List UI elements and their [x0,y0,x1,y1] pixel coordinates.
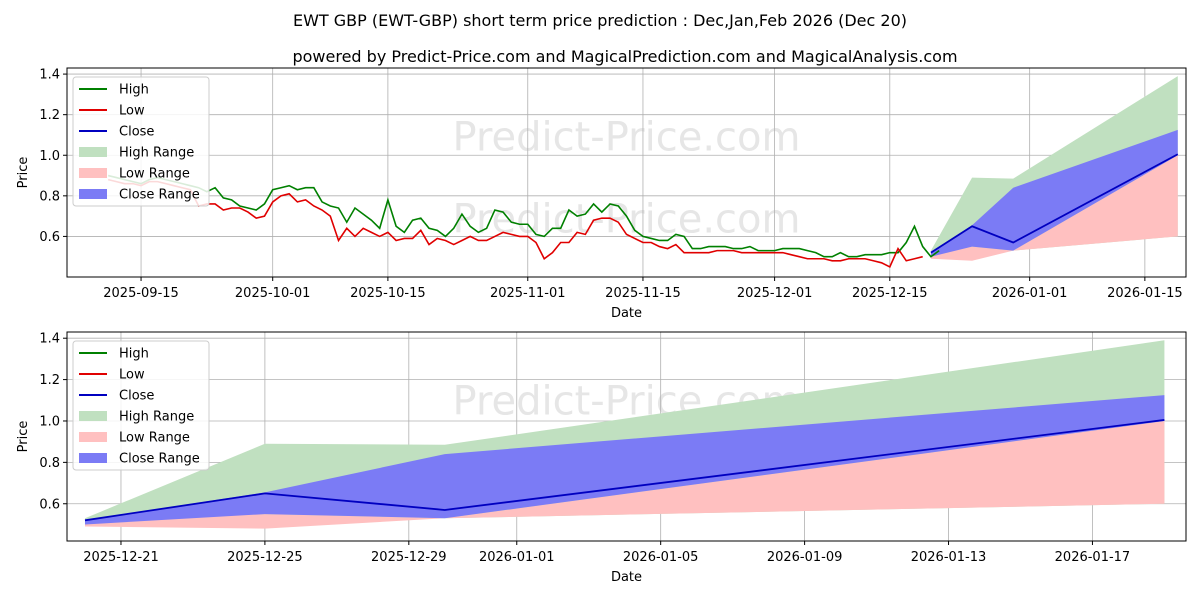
legend-label: Close [119,389,154,404]
low-line [107,178,923,268]
watermark-text: Predict-Price.com [453,197,801,243]
x-tick-label: 2026-01-05 [623,550,699,565]
legend-label: Close Range [119,452,200,467]
y-tick-label: 1.0 [39,149,60,164]
y-tick-label: 1.4 [39,332,60,347]
y-tick-label: 1.0 [39,414,60,429]
legend-label: Low [119,104,145,119]
y-tick-label: 0.8 [39,456,60,471]
legend-swatch-high_range [79,411,107,421]
legend-swatch-high_range [79,147,107,157]
legend-label: High Range [119,146,194,161]
legend: High Low Close High Range Low Range Close Ran… [72,76,210,207]
x-tick-label: 2025-12-21 [83,550,159,565]
x-tick-label: 2025-10-15 [350,286,426,301]
close-line [84,419,1165,522]
watermark-text: Predict-Price.com [453,115,801,161]
legend-label: High Range [119,410,194,425]
close-range-band [84,395,1165,525]
high-line [107,174,940,258]
panel-history-forecast: Predict-Price.com Predict-Price.com 2025-0… [16,67,1187,321]
legend: High Low Close High Range Low Range Close Ran… [72,340,210,471]
legend-label: Low Range [119,431,190,446]
chart-title: EWT GBP (EWT-GBP) short term price predi… [293,11,907,30]
x-tick-label: 2025-12-01 [737,286,813,301]
x-tick-label: 2025-11-01 [490,286,566,301]
legend-label: Low Range [119,167,190,182]
legend-swatch-low_range [79,432,107,442]
chart-subtitle: powered by Predict-Price.com and Magical… [292,47,957,66]
axes-frame [66,331,1187,542]
low-range-band [930,155,1178,261]
y-tick-label: 1.2 [39,373,60,388]
x-tick-label: 2026-01-01 [992,286,1068,301]
x-tick-label: 2026-01-15 [1107,286,1183,301]
legend-swatch-close_range [79,453,107,463]
y-tick-label: 0.6 [39,497,60,512]
x-tick-label: 2025-12-29 [371,550,447,565]
legend-label: Low [119,368,145,383]
x-tick-label: 2025-09-15 [103,286,179,301]
y-tick-label: 1.4 [39,68,60,83]
close-range-band [930,129,1178,257]
x-tick-label: 2025-12-15 [852,286,928,301]
low-range-band [84,420,1165,529]
x-axis-label: Date [611,570,642,585]
y-tick-label: 0.8 [39,189,60,204]
panel-forecast-zoom: Predict-Price.comPredict-Price.com2025-1… [16,331,1187,585]
axes-frame [66,67,1187,278]
x-tick-label: 2025-11-15 [605,286,681,301]
legend-label: Close [119,125,154,140]
legend-swatch-low_range [79,168,107,178]
legend-label: Close Range [119,188,200,203]
y-tick-label: 1.2 [39,108,60,123]
x-tick-label: 2026-01-13 [911,550,987,565]
x-tick-label: 2025-10-01 [235,286,311,301]
y-axis-label: Price [16,421,31,453]
x-tick-label: 2026-01-01 [479,550,555,565]
x-axis-label: Date [611,306,642,321]
x-tick-label: 2025-12-25 [227,550,303,565]
x-tick-label: 2026-01-17 [1055,550,1131,565]
y-axis-label: Price [16,157,31,189]
legend-label: High [119,83,149,98]
y-tick-label: 0.6 [39,230,60,245]
legend-swatch-close_range [79,189,107,199]
close-line [930,153,1179,254]
x-tick-label: 2026-01-09 [767,550,843,565]
legend-label: High [119,347,149,362]
